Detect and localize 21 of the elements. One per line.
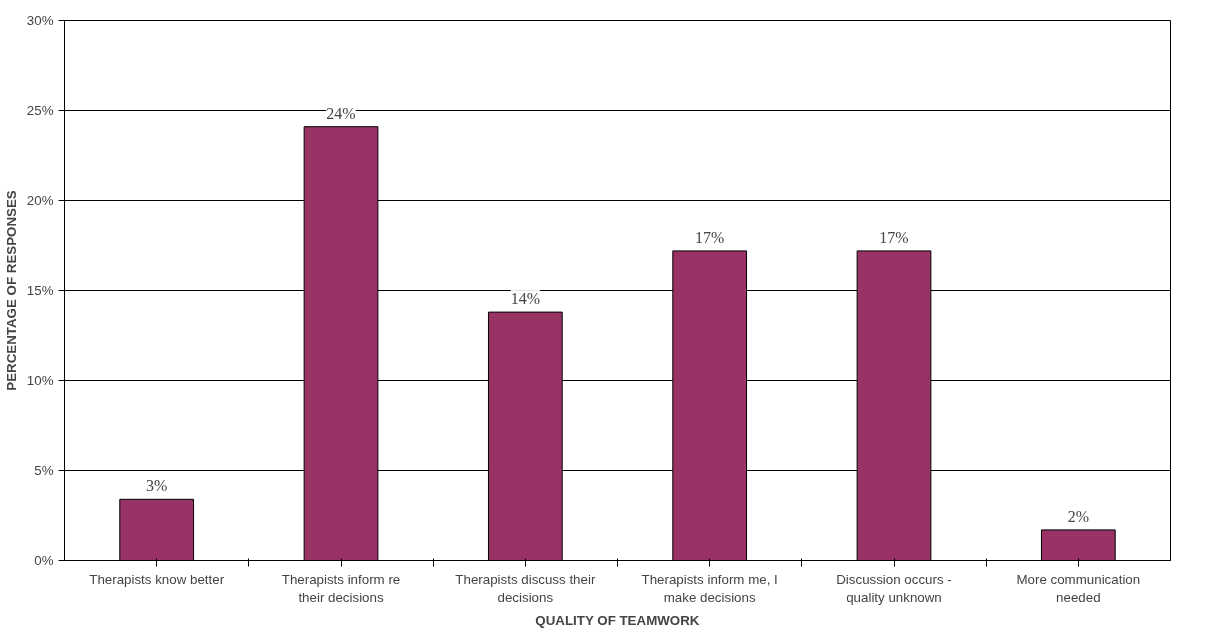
data-label: 14% [510,290,540,308]
x-tick-label: Therapists inform re their decisions [281,571,401,605]
data-label: 17% [695,228,725,246]
y-tick-label: 5% [34,463,54,478]
x-axis-title: QUALITY OF TEAMWORK [535,612,700,628]
data-label: 2% [1067,507,1089,525]
y-tick-label: 20% [26,193,54,208]
data-label: 17% [879,228,909,246]
y-axis-title: PERCENTAGE OF RESPONSES [3,190,19,391]
y-tick-label: 15% [26,283,54,298]
x-tick-label: Therapists inform me, I make decisions [641,571,778,605]
x-tick-label: Therapists discuss their decisions [455,571,596,605]
x-tick-label: Discussion occurs - quality unknown [836,571,952,605]
data-label: 24% [326,104,356,122]
y-tick-label: 25% [26,103,54,118]
y-tick-label: 10% [26,373,54,388]
y-tick-label: 30% [26,13,54,28]
data-label: 3% [146,477,168,495]
x-tick-label: More communication needed [1016,571,1141,605]
x-tick-label: Therapists know better [89,571,225,587]
y-tick-label: 0% [34,553,54,568]
